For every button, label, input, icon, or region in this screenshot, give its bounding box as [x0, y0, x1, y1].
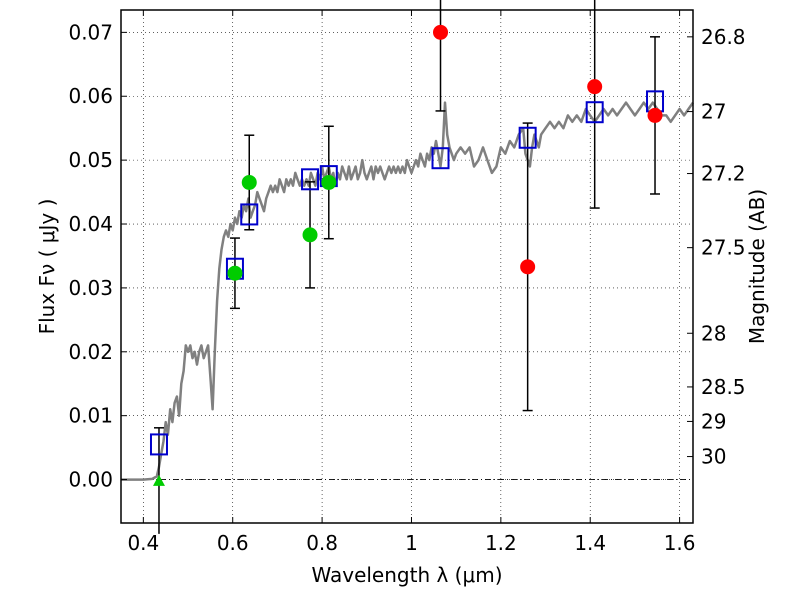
y-tick-label: 0.05: [68, 148, 113, 172]
model-photometry-point: [585, 101, 604, 124]
axis-ticks: 0.4 0.6 0.8 1 1.2 1.4 1.6 0.00 0.01 0.02 0.03 0.04 0…: [68, 10, 746, 555]
grid: [121, 10, 693, 523]
model-photometry-point: [301, 168, 320, 191]
right-tick-label: 26.8: [701, 25, 746, 49]
model-photometry-point: [518, 126, 537, 149]
observed-point: [302, 227, 318, 243]
x-tick-label: 1.6: [664, 531, 696, 555]
y-tick-label: 0.00: [68, 468, 113, 492]
right-tick-label: 27.2: [701, 162, 746, 186]
y-tick-label: 0.07: [68, 20, 113, 44]
model-photometry-point: [240, 203, 259, 226]
right-tick-label: 28.5: [701, 375, 746, 399]
model-photometry-point: [431, 147, 450, 170]
right-tick-label: 30: [701, 445, 726, 469]
x-tick-label: 1.2: [485, 531, 517, 555]
x-tick-label: 0.8: [306, 531, 338, 555]
plot-frame: [120, 9, 694, 524]
y-tick-label: 0.06: [68, 84, 113, 108]
y-tick-label: 0.03: [68, 276, 113, 300]
y-tick-label: 0.01: [68, 404, 113, 428]
x-tick-label: 1: [405, 531, 418, 555]
x-tick-label: 0.4: [127, 531, 159, 555]
right-tick-label: 28: [701, 321, 726, 345]
right-tick-label: 27: [701, 100, 726, 124]
right-tick-label: 27.5: [701, 236, 746, 260]
observed-point: [433, 24, 449, 40]
observed-point: [520, 259, 536, 275]
plot-area: [121, 0, 695, 534]
x-tick-label: 1.4: [574, 531, 606, 555]
right-tick-label: 29: [701, 409, 726, 433]
observed-point: [321, 174, 337, 190]
x-tick-label: 0.6: [217, 531, 249, 555]
observed-point: [587, 79, 603, 95]
x-axis-label: Wavelength λ (μm): [311, 563, 502, 587]
right-y-axis-label: Magnitude (AB): [745, 189, 769, 344]
y-tick-label: 0.02: [68, 340, 113, 364]
y-tick-label: 0.04: [68, 212, 113, 236]
model-spectrum-line: [121, 101, 695, 481]
observed-point: [241, 174, 257, 190]
upper-limit-point: [152, 474, 165, 486]
observed-point: [647, 107, 663, 123]
model-photometry-point: [149, 433, 168, 456]
observed-point: [227, 265, 243, 281]
y-axis-label: Flux Fν ( μJy ): [35, 199, 59, 335]
